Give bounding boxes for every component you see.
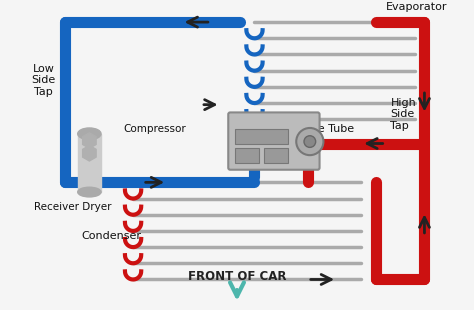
Ellipse shape [78,128,101,140]
Text: Evaporator: Evaporator [385,2,447,12]
Text: Receiver Dryer: Receiver Dryer [34,202,111,212]
FancyBboxPatch shape [228,113,319,170]
Text: Orifice Tube: Orifice Tube [289,124,355,134]
Text: FRONT OF CAR: FRONT OF CAR [188,270,286,283]
Text: Condenser: Condenser [82,231,142,241]
Bar [264,148,289,163]
Ellipse shape [78,187,101,197]
Bar [78,134,101,192]
Bar [235,129,289,144]
Circle shape [296,128,323,155]
Bar [235,148,259,163]
Text: Low
Side
Tap: Low Side Tap [32,64,56,97]
Text: Compressor: Compressor [124,124,186,134]
Circle shape [304,136,316,147]
Text: High
Side
Tap: High Side Tap [391,98,416,131]
